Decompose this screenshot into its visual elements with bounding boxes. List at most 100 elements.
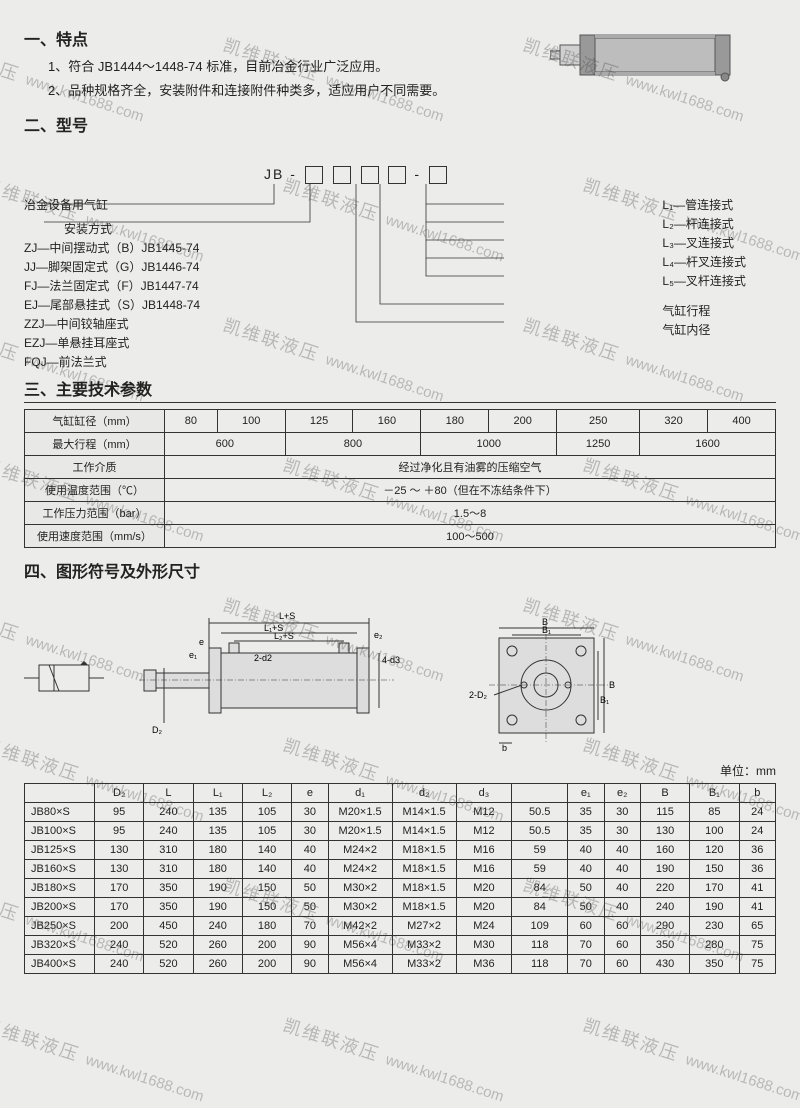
dim-cell: 190 (690, 898, 739, 917)
install-item: FQJ—前法兰式 (24, 353, 200, 371)
dim-cell: M20×1.5 (328, 822, 392, 841)
dim-cell: M16 (456, 860, 512, 879)
spec-cell: 1250 (557, 433, 640, 456)
dim-cell: 90 (292, 936, 328, 955)
model-dash: - (290, 166, 297, 182)
dim-cell: 170 (95, 898, 144, 917)
table-row: 工作介质 经过净化且有油雾的压缩空气 (25, 456, 776, 479)
dim-cell: M33×2 (392, 955, 456, 974)
spec-cell: 800 (285, 433, 421, 456)
col-header: B₁ (690, 784, 739, 803)
model-box (388, 166, 406, 184)
dim-cell: 35 (568, 822, 604, 841)
dim-cell: 260 (193, 955, 242, 974)
col-header (512, 784, 568, 803)
dim-cell: JB125×S (25, 841, 95, 860)
dim-cell: 260 (193, 936, 242, 955)
spec-cell: 125 (285, 410, 353, 433)
table-row: JB160×S13031018014040M24×2M18×1.5M165940… (25, 860, 776, 879)
dim-cell: 150 (690, 860, 739, 879)
spec-label: 使用速度范围（mm/s） (25, 525, 165, 548)
dim-cell: 190 (193, 898, 242, 917)
dim-cell: 240 (144, 803, 193, 822)
spec-cell: 160 (353, 410, 421, 433)
install-item: FJ—法兰固定式（F）JB1447-74 (24, 277, 200, 295)
dim-cell: 350 (640, 936, 689, 955)
spec-cell: －25 ～ ＋80（但在不冻结条件下） (165, 479, 776, 502)
dim-cell: 50 (292, 879, 328, 898)
watermark: 凯维联液压www.kwl1688.com (280, 1011, 508, 1107)
dim-cell: 50 (568, 879, 604, 898)
dim-cell: 240 (144, 822, 193, 841)
table-row: 使用温度范围（℃） －25 ～ ＋80（但在不冻结条件下） (25, 479, 776, 502)
model-box (429, 166, 447, 184)
dim-cell: JB200×S (25, 898, 95, 917)
stroke-label: 气缸行程 (662, 302, 746, 320)
svg-text:L+S: L+S (279, 611, 295, 621)
install-item: EJ—尾部悬挂式（S）JB1448-74 (24, 296, 200, 314)
svg-text:b: b (502, 743, 507, 753)
dim-cell: 180 (242, 917, 291, 936)
front-view-drawing: B B₁ B B₁ 2-D₂ b (464, 603, 624, 753)
dim-cell: 40 (568, 860, 604, 879)
dim-cell: 84 (512, 898, 568, 917)
spec-cell: 250 (557, 410, 640, 433)
dim-cell: 130 (95, 860, 144, 879)
table-row: JB80×S9524013510530M20×1.5M14×1.5M1250.5… (25, 803, 776, 822)
dim-cell: 30 (604, 822, 640, 841)
table-row: 使用速度范围（mm/s） 100～500 (25, 525, 776, 548)
dim-cell: M30×2 (328, 879, 392, 898)
dim-cell: M20 (456, 898, 512, 917)
spec-cell: 1.5～8 (165, 502, 776, 525)
dim-cell: M56×4 (328, 936, 392, 955)
col-header: d₁ (328, 784, 392, 803)
dim-cell: M24 (456, 917, 512, 936)
dim-cell: 40 (568, 841, 604, 860)
dim-cell: M12 (456, 803, 512, 822)
col-header: L₁ (193, 784, 242, 803)
spec-cell: 600 (165, 433, 286, 456)
dim-cell: 350 (144, 898, 193, 917)
dim-cell: 290 (640, 917, 689, 936)
dim-cell: 118 (512, 936, 568, 955)
spec-cell: 100 (217, 410, 285, 433)
watermark: 凯维联液压www.kwl1688.com (0, 1011, 208, 1107)
dim-cell: 200 (242, 936, 291, 955)
table-row: JB320×S24052026020090M56×4M33×2M30118706… (25, 936, 776, 955)
dim-cell: 85 (690, 803, 739, 822)
dim-cell: M18×1.5 (392, 860, 456, 879)
conn-item: L₁—管连接式 (662, 196, 746, 214)
dim-cell: 75 (739, 955, 776, 974)
spec-cell: 320 (640, 410, 708, 433)
model-prefix: JB (264, 166, 284, 182)
spec-cell: 经过净化且有油雾的压缩空气 (165, 456, 776, 479)
dim-cell: M36 (456, 955, 512, 974)
dim-cell: M14×1.5 (392, 822, 456, 841)
dim-cell: 280 (690, 936, 739, 955)
spec-table: 气缸缸径（mm） 80 100 125 160 180 200 250 320 … (24, 409, 776, 548)
table-row: JB100×S9524013510530M20×1.5M14×1.5M1250.… (25, 822, 776, 841)
model-dash: - (414, 166, 421, 182)
dim-cell: 40 (604, 841, 640, 860)
dim-cell: 105 (242, 803, 291, 822)
table-header-row: D₂ L L₁ L₂ e d₁ d₂ d₃ e₁ e₂ B B₁ b (25, 784, 776, 803)
dim-cell: M18×1.5 (392, 841, 456, 860)
dim-cell: 59 (512, 860, 568, 879)
dim-cell: 350 (144, 879, 193, 898)
dim-cell: 70 (568, 955, 604, 974)
dim-cell: M18×1.5 (392, 898, 456, 917)
dim-cell: 40 (604, 860, 640, 879)
col-header (25, 784, 95, 803)
dim-cell: 150 (242, 898, 291, 917)
dim-cell: 520 (144, 955, 193, 974)
section-3-title: 三、主要技术参数 (24, 376, 776, 403)
dim-cell: 50.5 (512, 822, 568, 841)
table-row: JB400×S24052026020090M56×4M33×2M36118706… (25, 955, 776, 974)
dim-cell: 60 (604, 936, 640, 955)
install-item: ZZJ—中间铰轴座式 (24, 315, 200, 333)
dim-cell: 150 (242, 879, 291, 898)
table-row: JB125×S13031018014040M24×2M18×1.5M165940… (25, 841, 776, 860)
dim-cell: 135 (193, 822, 242, 841)
dim-cell: 115 (640, 803, 689, 822)
dim-cell: JB100×S (25, 822, 95, 841)
